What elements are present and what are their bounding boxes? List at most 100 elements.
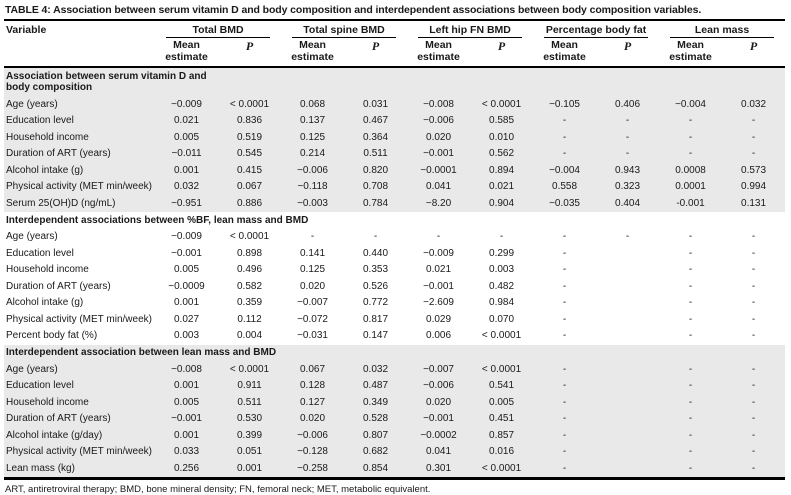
cell-mean-estimate: 0.125 (300, 131, 326, 143)
cell-p-value: 0.404 (615, 197, 641, 209)
cell-mean-estimate: 0.029 (426, 313, 452, 325)
cell-mean-estimate: - (562, 363, 567, 375)
section-header-label: Association between serum vitamin D and … (6, 70, 207, 94)
cell-mean-estimate: - (688, 131, 693, 143)
cell-mean-estimate: - (688, 429, 693, 441)
cell-p-value: 0.530 (236, 413, 263, 425)
cell-mean-estimate: - (688, 396, 693, 408)
cell-p-value (596, 295, 659, 312)
cell-p-value: 0.364 (363, 131, 389, 143)
cell-p-value: 0.894 (489, 164, 515, 176)
cell-p-value: 0.541 (489, 380, 515, 392)
cell-p-value: 0.467 (363, 115, 389, 127)
cell-mean-estimate: - (562, 115, 567, 127)
cell-mean-estimate: 0.125 (300, 264, 326, 276)
cell-p-value: 0.451 (489, 413, 515, 425)
section-header: Association between serum vitamin D and … (4, 67, 785, 97)
section-header-label: Interdependent association between lean … (6, 347, 277, 359)
cell-mean-estimate: −0.001 (423, 413, 454, 425)
row-variable-label: Duration of ART (years) (6, 280, 111, 292)
cell-p-value: 0.994 (741, 181, 767, 193)
cell-p-value: - (625, 115, 630, 127)
cell-mean-estimate: 0.020 (426, 396, 452, 408)
section-header-row: Interdependent associations between %BF,… (4, 212, 785, 229)
cell-mean-estimate: −0.105 (549, 98, 580, 110)
row-variable-label: Physical activity (MET min/week) (6, 313, 152, 325)
cell-p-value: - (751, 446, 756, 458)
cell-mean-estimate: −0.009 (171, 98, 202, 110)
cell-p-value: 0.545 (236, 148, 263, 160)
cell-mean-estimate: -0.001 (676, 197, 705, 209)
cell-mean-estimate: −2.609 (423, 297, 454, 309)
subheader-mean-estimate: Mean estimate (165, 39, 208, 63)
row-variable-label: Alcohol intake (g/day) (6, 429, 103, 441)
cell-mean-estimate: - (688, 363, 693, 375)
table-header: Variable Total BMD Total spine BMD Left … (4, 21, 786, 68)
header-group-row: Variable Total BMD Total spine BMD Left … (4, 21, 785, 38)
cell-mean-estimate: 0.041 (426, 181, 452, 193)
subheader-mean-estimate: Mean estimate (669, 39, 712, 63)
cell-p-value: - (751, 148, 756, 160)
cell-p-value: 0.004 (236, 330, 263, 342)
section-header-row: Association between serum vitamin D and … (4, 67, 786, 97)
cell-mean-estimate: - (688, 446, 693, 458)
cell-mean-estimate: 0.256 (173, 462, 200, 474)
cell-p-value: - (751, 330, 756, 342)
subheader-p: P (749, 39, 758, 53)
results-table: Variable Total BMD Total spine BMD Left … (4, 21, 786, 480)
cell-p-value (596, 428, 659, 445)
cell-p-value: 0.349 (363, 396, 389, 408)
cell-mean-estimate: 0.005 (173, 396, 200, 408)
cell-p-value: 0.904 (489, 197, 515, 209)
cell-p-value: 0.003 (489, 264, 515, 276)
cell-mean-estimate: 0.214 (300, 148, 326, 160)
cell-p-value: 0.399 (236, 429, 263, 441)
cell-p-value: 0.857 (489, 429, 515, 441)
cell-mean-estimate: −0.072 (297, 313, 328, 325)
cell-mean-estimate: −0.004 (675, 98, 706, 110)
table-row: Household income 0.005 0.511 0.127 0.349 0.02… (4, 394, 786, 412)
cell-mean-estimate: −0.009 (423, 247, 454, 259)
cell-mean-estimate: 0.020 (426, 131, 452, 143)
table-row: Household income 0.005 0.519 0.125 0.364 0.02… (4, 129, 786, 147)
cell-mean-estimate: - (688, 247, 693, 259)
cell-p-value: 0.482 (489, 280, 515, 292)
table-row: Alcohol intake (g) 0.001 0.415 −0.006 0.820 −… (4, 162, 786, 180)
cell-p-value: < 0.0001 (481, 462, 522, 474)
cell-mean-estimate: - (688, 297, 693, 309)
cell-mean-estimate: 0.141 (300, 247, 326, 259)
cell-p-value: 0.511 (237, 396, 262, 408)
column-group-lean-mass: Lean mass (659, 21, 785, 38)
cell-p-value (596, 328, 659, 345)
cell-mean-estimate: - (562, 247, 567, 259)
cell-p-value (596, 378, 659, 395)
cell-p-value: - (751, 380, 756, 392)
cell-mean-estimate: - (562, 446, 567, 458)
cell-mean-estimate: 0.001 (173, 164, 200, 176)
cell-p-value: 0.359 (236, 297, 263, 309)
table-row: Duration of ART (years) −0.011 0.545 0.214 0… (4, 146, 786, 163)
cell-mean-estimate: −0.0002 (420, 429, 457, 441)
cell-mean-estimate: 0.032 (173, 181, 200, 193)
cell-mean-estimate: −0.118 (297, 181, 328, 193)
cell-p-value (596, 246, 659, 263)
cell-p-value: - (751, 462, 756, 474)
cell-mean-estimate: - (562, 396, 567, 408)
cell-mean-estimate: - (562, 131, 567, 143)
cell-mean-estimate: - (688, 264, 693, 276)
cell-mean-estimate: 0.041 (426, 446, 452, 458)
cell-mean-estimate: −0.009 (171, 231, 202, 243)
cell-p-value: < 0.0001 (481, 98, 522, 110)
cell-p-value: 0.519 (236, 131, 263, 143)
cell-mean-estimate: 0.033 (173, 446, 200, 458)
cell-p-value: 0.836 (236, 115, 263, 127)
cell-mean-estimate: - (688, 380, 693, 392)
cell-p-value (596, 279, 659, 296)
cell-p-value: 0.032 (363, 363, 389, 375)
cell-mean-estimate: −0.006 (297, 429, 328, 441)
column-group-percentage-body-fat: Percentage body fat (533, 21, 659, 38)
subheader-mean-estimate: Mean estimate (417, 39, 460, 63)
cell-p-value: 0.031 (363, 98, 389, 110)
subheader-mean-estimate: Mean estimate (543, 39, 586, 63)
header-sub-row: Mean estimate P Mean estimate P Mean est… (4, 38, 785, 67)
